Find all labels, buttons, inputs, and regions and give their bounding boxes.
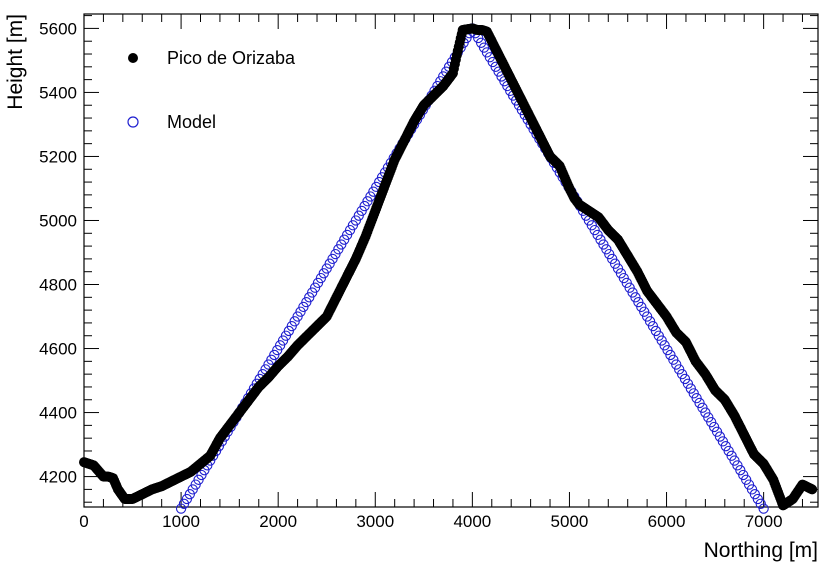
- series-model: [175, 23, 769, 514]
- y-tick-label: 5400: [39, 83, 77, 102]
- x-tick-label: 6000: [648, 512, 686, 531]
- orizaba-point: [807, 484, 818, 495]
- plot-frame: [83, 13, 819, 508]
- legend: Pico de Orizaba Model: [127, 48, 296, 132]
- x-axis: 0 1000 2000 3000 4000 5000 6000 7000: [79, 14, 803, 531]
- x-tick-label: 0: [79, 512, 88, 531]
- x-tick-label: 4000: [453, 512, 491, 531]
- y-tick-label: 5200: [39, 147, 77, 166]
- y-tick-label: 4600: [39, 340, 77, 359]
- legend-marker-model: [127, 116, 139, 128]
- series-pico-de-orizaba: [79, 23, 818, 511]
- legend-label-pico-de-orizaba: Pico de Orizaba: [167, 48, 296, 68]
- model-point: [758, 503, 769, 514]
- y-tick-label: 5600: [39, 19, 77, 38]
- legend-label-model: Model: [167, 112, 216, 132]
- x-tick-label: 5000: [551, 512, 589, 531]
- y-tick-label: 5000: [39, 211, 77, 230]
- legend-marker-pico-de-orizaba: [128, 53, 138, 63]
- y-tick-label: 4200: [39, 468, 77, 487]
- x-tick-label: 7000: [745, 512, 783, 531]
- y-axis: 4200 4400 4600 4800 5000 5200 5400 5600: [39, 15, 818, 503]
- y-tick-label: 4400: [39, 404, 77, 423]
- y-tick-label: 4800: [39, 276, 77, 295]
- x-axis-label: Northing [m]: [704, 539, 818, 562]
- x-tick-label: 1000: [162, 512, 200, 531]
- y-axis-label: Height [m]: [4, 14, 27, 110]
- x-tick-label: 3000: [356, 512, 394, 531]
- x-tick-label: 2000: [259, 512, 297, 531]
